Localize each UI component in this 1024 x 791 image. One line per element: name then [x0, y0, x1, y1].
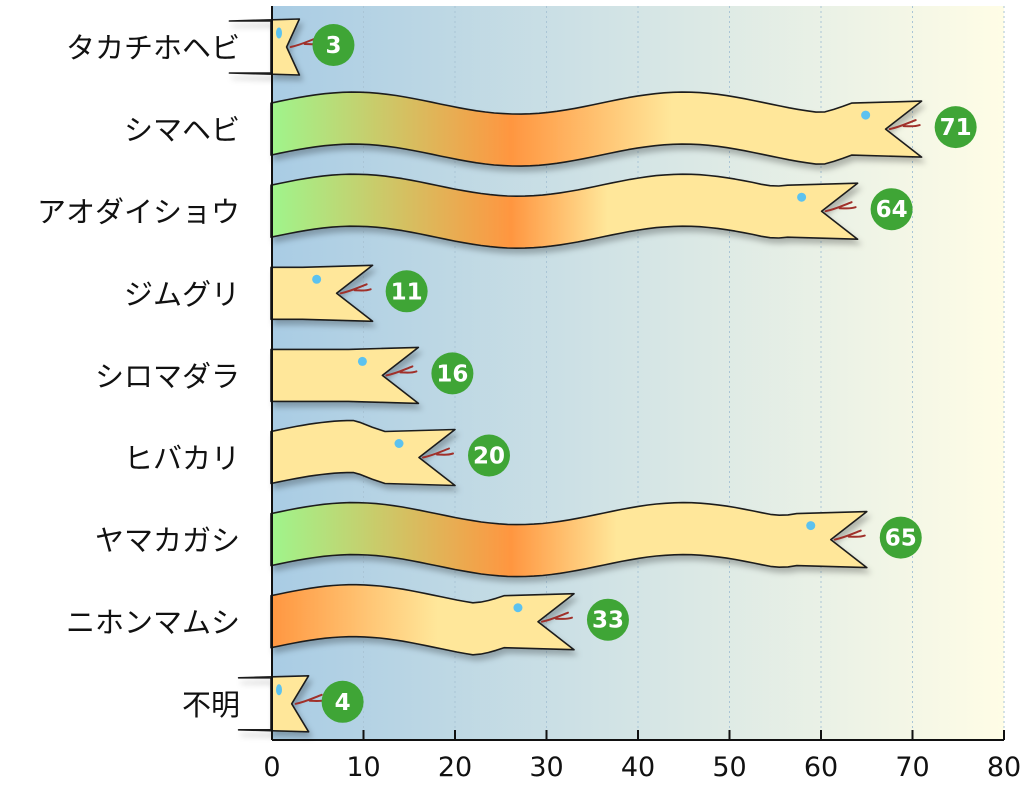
category-label: 不明: [182, 688, 240, 722]
data-label: 3: [325, 33, 341, 59]
data-label: 4: [335, 690, 351, 716]
snake-bar: 64: [270, 173, 913, 249]
bars: 3 タカチホヘビ 71 シマヘビ 64 アオダイショウ 11 ジムグリ 16 シロマダラ 20 ヒバカ…: [37, 18, 977, 733]
snake-eye: [797, 192, 807, 202]
snake-bar: 65: [270, 501, 922, 578]
snake-tongue: [833, 529, 866, 541]
x-tick-label: 80: [987, 752, 1021, 783]
snake-bar: 4: [237, 675, 364, 733]
snake-tongue: [422, 447, 454, 459]
snake-tongue: [540, 611, 573, 623]
snake-eye: [276, 684, 282, 696]
x-tick-label: 30: [529, 752, 563, 783]
snake-eye: [513, 603, 523, 613]
snake-bar: 11: [270, 264, 428, 323]
snake-tongue: [824, 201, 857, 213]
snake-bar: 20: [270, 419, 510, 487]
value-badge: [321, 680, 364, 723]
x-tick-label: 20: [438, 752, 472, 783]
value-badge: [870, 188, 913, 231]
x-tick-label: 40: [621, 752, 655, 783]
snake-tongue: [385, 365, 418, 377]
value-badge: [385, 270, 428, 313]
snake-tongue: [888, 119, 921, 131]
snake-bar: 3: [228, 18, 355, 76]
value-badge: [431, 352, 474, 395]
snake-tongue: [339, 283, 372, 295]
category-label: タカチホヘビ: [66, 31, 240, 65]
snake-body: [270, 501, 868, 578]
snake-body: [270, 419, 456, 487]
data-label: 20: [473, 444, 505, 470]
category-label: ジムグリ: [124, 277, 240, 311]
value-badge: [586, 598, 629, 641]
snake-bar: 33: [270, 583, 629, 656]
snake-body: [270, 583, 575, 656]
snake-eye: [276, 27, 282, 39]
snake-body: [270, 264, 374, 323]
snake-body: [270, 346, 420, 405]
category-label: シマヘビ: [124, 113, 240, 147]
value-badge: [879, 516, 922, 559]
x-tick-label: 10: [346, 752, 380, 783]
value-badge: [468, 434, 510, 477]
snake-eye: [861, 110, 871, 120]
data-label: 65: [885, 526, 917, 552]
snake-body: [270, 91, 923, 167]
data-label: 11: [391, 279, 423, 305]
data-label: 71: [940, 115, 972, 141]
x-tick-label: 50: [712, 752, 746, 783]
category-label: シロマダラ: [95, 359, 240, 393]
category-label: アオダイショウ: [37, 195, 240, 229]
x-tick-label: 70: [895, 752, 929, 783]
snake-eye: [806, 521, 816, 531]
x-tick-label: 0: [263, 752, 280, 783]
value-badge: [934, 106, 977, 149]
snake-eye: [394, 439, 404, 448]
value-badge: [312, 24, 355, 66]
snake-eye: [312, 274, 322, 284]
data-label: 64: [876, 197, 908, 223]
category-label: ニホンマムシ: [66, 606, 240, 640]
snake-body: [270, 173, 859, 249]
snake-eye: [357, 356, 367, 366]
snake-bar: 71: [270, 91, 977, 167]
data-label: 33: [592, 608, 624, 634]
snake-body: [237, 675, 310, 733]
category-label: ヤマカガシ: [95, 524, 240, 558]
x-tick-label: 60: [804, 752, 838, 783]
snake-bar: 16: [270, 346, 474, 405]
data-label: 16: [436, 361, 468, 387]
axes: 0 10 20 30 40 50 60 70 80: [263, 6, 1021, 783]
category-label: ヒバカリ: [124, 442, 240, 476]
